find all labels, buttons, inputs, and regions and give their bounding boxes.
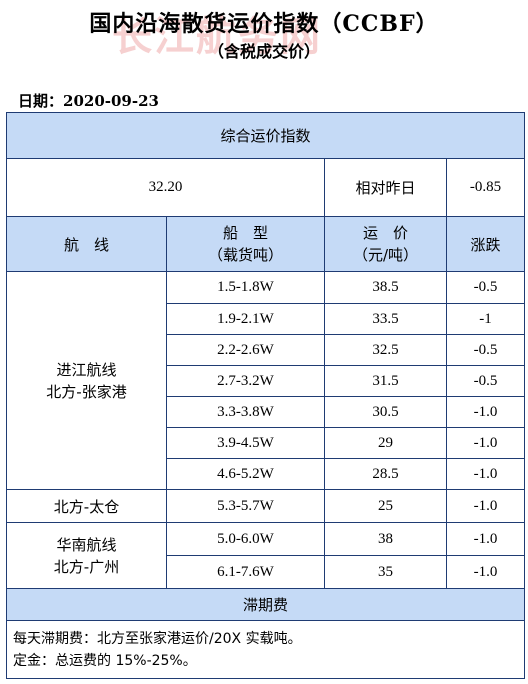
price-cell: 38 bbox=[324, 522, 447, 556]
table-row: 6.1-7.6W 35 -1.0 bbox=[7, 555, 526, 589]
change-cell: -1.0 bbox=[445, 396, 526, 428]
route-group-route: 北方-广州 bbox=[53, 557, 120, 576]
date-label: 日期： bbox=[18, 92, 64, 110]
table-row: 3.3-3.8W 30.5 -1.0 bbox=[7, 396, 526, 428]
change-cell: -1.0 bbox=[445, 458, 526, 490]
watermark: 长江航务网 bbox=[112, 14, 322, 60]
ship-cell: 5.3-5.7W bbox=[166, 489, 325, 523]
change-cell: -1.0 bbox=[445, 555, 526, 589]
freight-index-table: 综合运价指数 32.20 相对昨日 -0.85 航 线 船 型 （载货吨） 运 … bbox=[5, 112, 526, 679]
composite-index-value: 32.20 bbox=[6, 158, 325, 217]
ship-cell: 2.2-2.6W bbox=[166, 334, 325, 366]
price-cell: 35 bbox=[324, 555, 447, 589]
change-cell: -1.0 bbox=[445, 427, 526, 459]
price-cell: 32.5 bbox=[324, 334, 447, 366]
ship-cell: 2.7-3.2W bbox=[166, 365, 325, 397]
ship-cell: 4.6-5.2W bbox=[166, 458, 325, 490]
ship-cell: 3.9-4.5W bbox=[166, 427, 325, 459]
ship-cell: 5.0-6.0W bbox=[166, 522, 325, 556]
change-cell: -0.5 bbox=[445, 334, 526, 366]
table-row: 2.7-3.2W 31.5 -0.5 bbox=[7, 365, 526, 397]
table-row: 进江航线 北方-张家港 1.5-1.8W 38.5 -0.5 bbox=[6, 271, 526, 490]
price-label: 运 价 bbox=[362, 224, 408, 242]
ship-type-label: 船 型 bbox=[222, 224, 268, 242]
route-group-jinjiang: 进江航线 北方-张家港 bbox=[6, 271, 167, 490]
page-subtitle: （含税成交价） bbox=[207, 42, 320, 61]
price-cell: 29 bbox=[324, 427, 447, 459]
composite-index-header: 综合运价指数 bbox=[5, 112, 526, 159]
demurrage-header: 滞期费 bbox=[5, 588, 526, 621]
route-group-name: 进江航线 bbox=[56, 360, 117, 379]
ship-cell: 1.9-2.1W bbox=[166, 303, 325, 335]
table-row: 4.6-5.2W 28.5 -1.0 bbox=[7, 458, 526, 490]
price-cell: 31.5 bbox=[324, 365, 447, 397]
deposit-note: 定金：总运费的 15%-25%。 bbox=[13, 652, 197, 669]
change-cell: -0.5 bbox=[445, 271, 526, 304]
ship-type-unit: （载货吨） bbox=[207, 246, 283, 264]
table-row: 北方-太仓 5.3-5.7W 25 -1.0 bbox=[6, 489, 526, 523]
route-group-route: 北方-张家港 bbox=[46, 382, 127, 401]
price-unit: （元/吨） bbox=[352, 246, 419, 264]
route-group-south-china: 华南航线 北方-广州 bbox=[6, 522, 167, 589]
table-row: 3.9-4.5W 29 -1.0 bbox=[7, 427, 526, 459]
change-cell: -1.0 bbox=[445, 522, 526, 556]
change-cell: -1 bbox=[445, 303, 526, 335]
route-group-taicang: 北方-太仓 bbox=[6, 489, 167, 523]
date-line: 日期：2020-09-23 bbox=[18, 90, 159, 111]
demurrage-fee-note: 每天滞期费：北方至张家港运价/20X 实载吨。 bbox=[13, 630, 302, 647]
change-cell: -1.0 bbox=[445, 489, 526, 523]
compare-label: 相对昨日 bbox=[324, 158, 447, 217]
col-header-price: 运 价 （元/吨） bbox=[324, 216, 447, 272]
date-value: 2020-09-23 bbox=[63, 92, 159, 110]
price-cell: 30.5 bbox=[324, 396, 447, 428]
price-cell: 28.5 bbox=[324, 458, 447, 490]
page-title: 国内沿海散货运价指数（CCBF） bbox=[89, 11, 439, 37]
change-cell: -0.5 bbox=[445, 365, 526, 397]
ship-cell: 3.3-3.8W bbox=[166, 396, 325, 428]
table-row: 1.9-2.1W 33.5 -1 bbox=[7, 303, 526, 335]
col-header-route: 航 线 bbox=[6, 216, 167, 272]
col-header-change: 涨跌 bbox=[445, 216, 526, 272]
price-cell: 38.5 bbox=[324, 271, 447, 304]
composite-index-change: -0.85 bbox=[445, 158, 526, 217]
ship-cell: 6.1-7.6W bbox=[166, 555, 325, 589]
table-row: 华南航线 北方-广州 5.0-6.0W 38 -1.0 bbox=[6, 522, 526, 589]
price-cell: 33.5 bbox=[324, 303, 447, 335]
ship-cell: 1.5-1.8W bbox=[166, 271, 325, 304]
demurrage-notes: 每天滞期费：北方至张家港运价/20X 实载吨。 定金：总运费的 15%-25%。 bbox=[5, 620, 526, 679]
route-group-name: 华南航线 bbox=[56, 535, 117, 554]
price-cell: 25 bbox=[324, 489, 447, 523]
col-header-ship-type: 船 型 （载货吨） bbox=[166, 216, 325, 272]
